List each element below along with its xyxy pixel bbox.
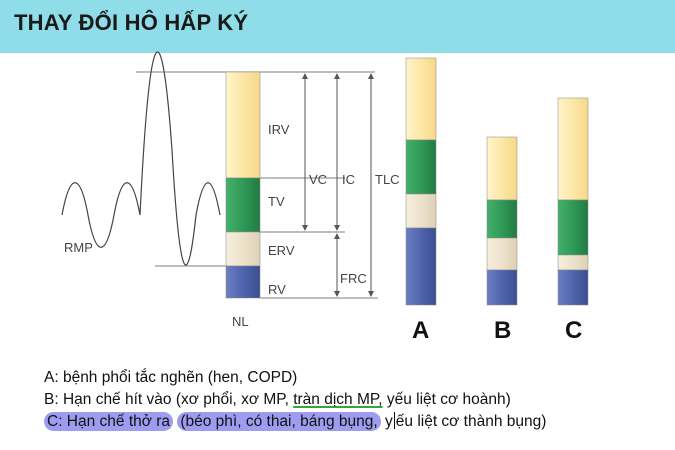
label-nl: NL bbox=[232, 314, 249, 329]
note-c[interactable]: C: Hạn chế thở ra (béo phì, có thai, bán… bbox=[44, 411, 546, 433]
note-c-rest-1: y bbox=[380, 413, 393, 430]
column-a bbox=[405, 57, 437, 306]
label-tlc: TLC bbox=[375, 172, 400, 187]
note-c-rest-2: ếu liệt cơ thành bụng) bbox=[395, 413, 547, 430]
notes: A: bệnh phổi tắc nghẽn (hen, COPD) B: Hạ… bbox=[44, 367, 546, 433]
note-b: B: Hạn chế hít vào (xơ phổi, xơ MP, tràn… bbox=[44, 389, 546, 411]
spirogram-wave bbox=[61, 51, 221, 266]
label-erv: ERV bbox=[268, 243, 295, 258]
label-ic: IC bbox=[342, 172, 355, 187]
column-c bbox=[557, 97, 589, 306]
column-b bbox=[486, 136, 518, 306]
label-rv: RV bbox=[268, 282, 286, 297]
label-irv: IRV bbox=[268, 122, 290, 137]
note-b-start: B: Hạn chế hít vào (xơ phổi, xơ MP, bbox=[44, 391, 294, 408]
column-label-b: B bbox=[494, 317, 511, 344]
note-c-highlight-2: (béo phì, có thai, báng bụng, bbox=[177, 412, 381, 431]
note-b-end: yếu liệt cơ hoành) bbox=[382, 391, 511, 408]
note-a: A: bệnh phổi tắc nghẽn (hen, COPD) bbox=[44, 369, 298, 386]
header-bar bbox=[0, 0, 675, 53]
note-b-underlined: tràn dịch MP, bbox=[293, 391, 383, 408]
column-label-c: C bbox=[565, 317, 582, 344]
normal-lung-column bbox=[225, 71, 261, 299]
label-frc: FRC bbox=[340, 271, 367, 286]
column-label-a: A bbox=[412, 317, 429, 344]
label-rmp: RMP bbox=[64, 240, 93, 255]
label-tv: TV bbox=[268, 194, 285, 209]
page-title: THAY ĐỔI HÔ HẤP KÝ bbox=[14, 10, 249, 35]
label-vc: VC bbox=[309, 172, 327, 187]
text-cursor bbox=[393, 412, 395, 429]
note-c-highlight-1: C: Hạn chế thở ra bbox=[44, 412, 174, 431]
